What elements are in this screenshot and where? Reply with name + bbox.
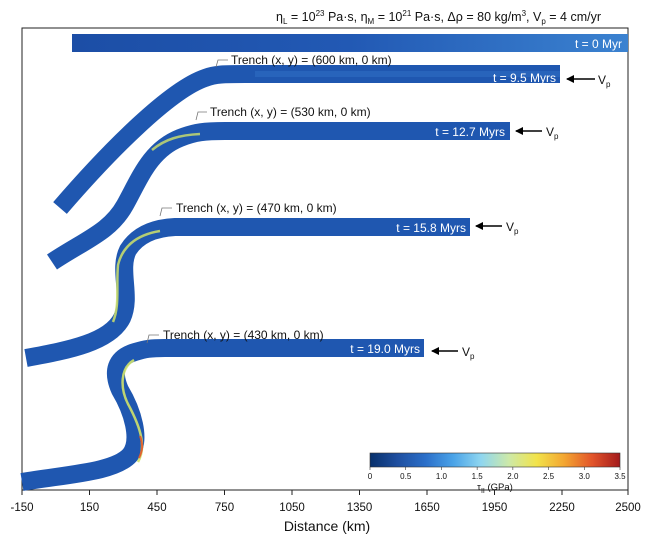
x-tick-label: 1950 [482, 502, 508, 514]
colorbar-tick-label: 3.5 [614, 472, 626, 481]
slab-t15-8-stress [111, 229, 161, 323]
colorbar-tick-label: 0.5 [400, 472, 412, 481]
slab-t12-7-stress [151, 132, 201, 151]
x-tick-label: 2500 [615, 502, 641, 514]
x-tick-label: 2250 [549, 502, 575, 514]
trench-label-t19-0: Trench (x, y) = (430 km, 0 km) [163, 328, 324, 342]
x-tick-label: 450 [147, 502, 166, 514]
trench-leader-t15-8 [159, 207, 172, 217]
trench-label-t9-5: Trench (x, y) = (600 km, 0 km) [231, 53, 392, 67]
x-tick-label: 150 [80, 502, 99, 514]
colorbar-label: τII (GPa) [477, 482, 513, 495]
panel-t12-7: t = 12.7 Myrs Trench (x, y) = (530 km, 0… [47, 105, 559, 270]
parameters-header: ηL = 1023 Pa·s, ηM = 1021 Pa·s, Δρ = 80 … [276, 9, 601, 26]
x-tick-label: 1350 [347, 502, 373, 514]
velocity-label-t15-8: Vp [506, 220, 519, 236]
velocity-label-t12-7: Vp [546, 125, 559, 141]
panel-t15-8: t = 15.8 Myrs Trench (x, y) = (470 km, 0… [24, 201, 519, 367]
trench-label-t15-8: Trench (x, y) = (470 km, 0 km) [176, 201, 337, 215]
x-axis-ticks: -150 150 450 750 1050 1350 1650 1950 2250 2500 [10, 490, 641, 514]
x-tick-label: -150 [10, 502, 33, 514]
slab-t19-0 [20, 339, 424, 491]
velocity-label-t9-5: Vp [598, 73, 611, 89]
x-tick-label: 1650 [414, 502, 440, 514]
time-label-t15-8: t = 15.8 Myrs [396, 221, 466, 235]
colorbar-ticks: 0 0.5 1.0 1.5 2.0 2.5 3.0 3.5 [368, 467, 626, 481]
time-label-t19-0: t = 19.0 Myrs [350, 342, 420, 356]
x-axis-label: Distance (km) [284, 518, 370, 534]
trench-leader-t9-5 [215, 59, 228, 68]
time-label-t9-5: t = 9.5 Myrs [493, 71, 556, 85]
colorbar-tick-label: 2.5 [543, 472, 555, 481]
colorbar-tick-label: 2.0 [507, 472, 519, 481]
slab-t9-5 [53, 65, 560, 214]
panel-t19-0: t = 19.0 Myrs Trench (x, y) = (430 km, 0… [20, 328, 475, 491]
panel-t0: t = 0 Myr [72, 34, 628, 52]
colorbar-tick-label: 0 [368, 472, 373, 481]
slab-t12-7 [47, 122, 510, 270]
time-label-t12-7: t = 12.7 Myrs [435, 125, 505, 139]
trench-leader-t19-0 [146, 334, 159, 344]
colorbar-scale [369, 452, 621, 468]
slab-t0 [72, 34, 628, 52]
colorbar-tick-label: 1.5 [472, 472, 484, 481]
colorbar-tick-label: 3.0 [579, 472, 591, 481]
x-tick-label: 750 [215, 502, 234, 514]
time-label-t0: t = 0 Myr [575, 37, 622, 51]
trench-label-t12-7: Trench (x, y) = (530 km, 0 km) [210, 105, 371, 119]
slab-t19-0-peak-stress [138, 435, 144, 459]
velocity-label-t19-0: Vp [462, 345, 475, 361]
trench-leader-t12-7 [195, 111, 207, 121]
colorbar-tick-label: 1.0 [436, 472, 448, 481]
plot-frame [21, 27, 629, 491]
panel-t9-5: t = 9.5 Myrs Trench (x, y) = (600 km, 0 … [53, 53, 611, 214]
x-tick-label: 1050 [279, 502, 305, 514]
colorbar: 0 0.5 1.0 1.5 2.0 2.5 3.0 3.5 τII (GPa) [368, 452, 626, 495]
